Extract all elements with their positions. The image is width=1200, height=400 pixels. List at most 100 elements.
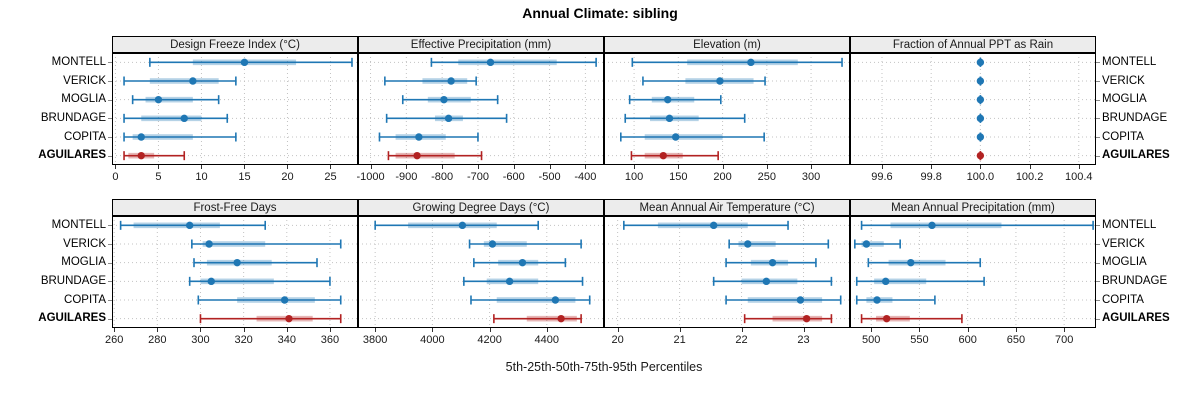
iqr-band [526, 315, 577, 322]
percentile-interval-aguilares [630, 151, 719, 161]
percentile-interval-copita [123, 132, 237, 142]
axis-tick-label: -1000 [356, 171, 385, 183]
median-dot [486, 58, 495, 67]
axis-tick [201, 165, 202, 169]
median-dot [185, 221, 194, 230]
panel-strip: Fraction of Annual PPT as Rain [850, 36, 1096, 53]
axis-tick [490, 328, 491, 332]
axis-tick-label: -700 [466, 171, 489, 183]
axis-tick [680, 328, 681, 332]
iqr-band [133, 222, 220, 229]
median-dot [862, 240, 871, 248]
axis-tick [804, 328, 805, 332]
iqr-band [657, 222, 748, 229]
iqr-band [422, 78, 468, 84]
iqr-band [496, 297, 576, 303]
median-dot [802, 314, 811, 323]
median-dot [671, 133, 680, 141]
site-label-right: MOGLIA [1102, 256, 1147, 269]
median-dot [505, 277, 514, 286]
axis-tick [371, 165, 372, 169]
axis-tick [968, 328, 969, 332]
axis-tick [158, 165, 159, 169]
site-label: COPITA [64, 293, 106, 306]
axis-tick [287, 328, 288, 332]
median-dot [716, 77, 724, 85]
axis-tick-label: 100.2 [1015, 171, 1044, 183]
median-dot [207, 277, 215, 286]
percentile-interval-moglia [867, 258, 982, 268]
percentile-interval-copita [620, 132, 765, 142]
axis-tick-label: 4200 [477, 334, 502, 346]
median-dot [747, 58, 755, 67]
percentile-interval-verick [384, 76, 477, 86]
axis-tick-label: 15 [238, 171, 251, 183]
percentile-interval-montell [976, 57, 985, 67]
percentile-interval-copita [470, 295, 591, 305]
iqr-band [408, 222, 497, 229]
axis-tick-label: 10 [195, 171, 208, 183]
axis-tick-label: 99.8 [920, 171, 942, 183]
site-label-right: COPITA [1102, 130, 1144, 143]
panel-strip: Effective Precipitation (mm) [358, 36, 604, 53]
panel-frost-free-days [112, 216, 358, 328]
axis-tick [618, 328, 619, 332]
iqr-band [237, 297, 315, 303]
axis-tick [919, 328, 920, 332]
axis-tick-label: 200 [713, 171, 732, 183]
percentile-interval-copita [725, 295, 842, 305]
median-dot [551, 296, 560, 304]
ytick-left [108, 281, 112, 282]
axis-tick [723, 165, 724, 169]
percentile-interval-montell [623, 220, 789, 230]
axis-tick-label: 0 [112, 171, 119, 183]
iqr-band [427, 96, 471, 103]
panel-fraction-of-annual-ppt-as-rain [850, 53, 1096, 165]
percentile-interval-montell [149, 57, 353, 67]
chart-title: Annual Climate: sibling [522, 5, 678, 21]
ytick-left [108, 300, 112, 301]
site-label: MONTELL [51, 55, 106, 68]
panel-strip: Elevation (m) [604, 36, 850, 53]
median-dot [240, 58, 249, 67]
ytick-left [108, 137, 112, 138]
x-axis-label: 5th-25th-50th-75th-95th Percentiles [505, 360, 703, 374]
axis-tick-label: 300 [801, 171, 821, 183]
axis-tick [811, 165, 812, 169]
median-dot [280, 296, 289, 304]
ytick-left [108, 244, 112, 245]
axis-tick [244, 165, 245, 169]
axis-tick [115, 165, 116, 169]
median-dot [447, 77, 455, 85]
axis-tick [287, 165, 288, 169]
site-label: COPITA [64, 130, 106, 143]
percentile-interval-moglia [401, 95, 499, 105]
percentile-interval-verick [191, 239, 342, 249]
median-dot [413, 151, 421, 160]
median-dot [796, 296, 805, 304]
median-dot [762, 277, 771, 286]
axis-tick [547, 328, 548, 332]
site-label-right: MONTELL [1102, 55, 1157, 68]
axis-tick [871, 328, 872, 332]
percentile-interval-brundage [385, 113, 508, 123]
median-dot [744, 240, 752, 248]
axis-tick [330, 328, 331, 332]
ytick-right [1096, 100, 1100, 101]
median-dot [881, 277, 890, 286]
axis-tick-label: 5 [155, 171, 162, 183]
iqr-band [876, 315, 910, 322]
panel-design-freeze-index-c [112, 53, 358, 165]
percentile-interval-verick [854, 239, 901, 249]
axis-tick-label: 320 [234, 334, 253, 346]
axis-tick-label: 340 [277, 334, 296, 346]
median-dot [768, 258, 777, 267]
percentile-interval-brundage [624, 113, 746, 123]
axis-tick-label: 300 [191, 334, 210, 346]
median-dot [458, 221, 467, 230]
axis-tick [442, 165, 443, 169]
site-label-right: VERICK [1102, 74, 1145, 87]
panel-mean-annual-air-temperature-c [604, 216, 850, 328]
panel-strip: Frost-Free Days [112, 199, 358, 216]
iqr-band [861, 241, 884, 247]
